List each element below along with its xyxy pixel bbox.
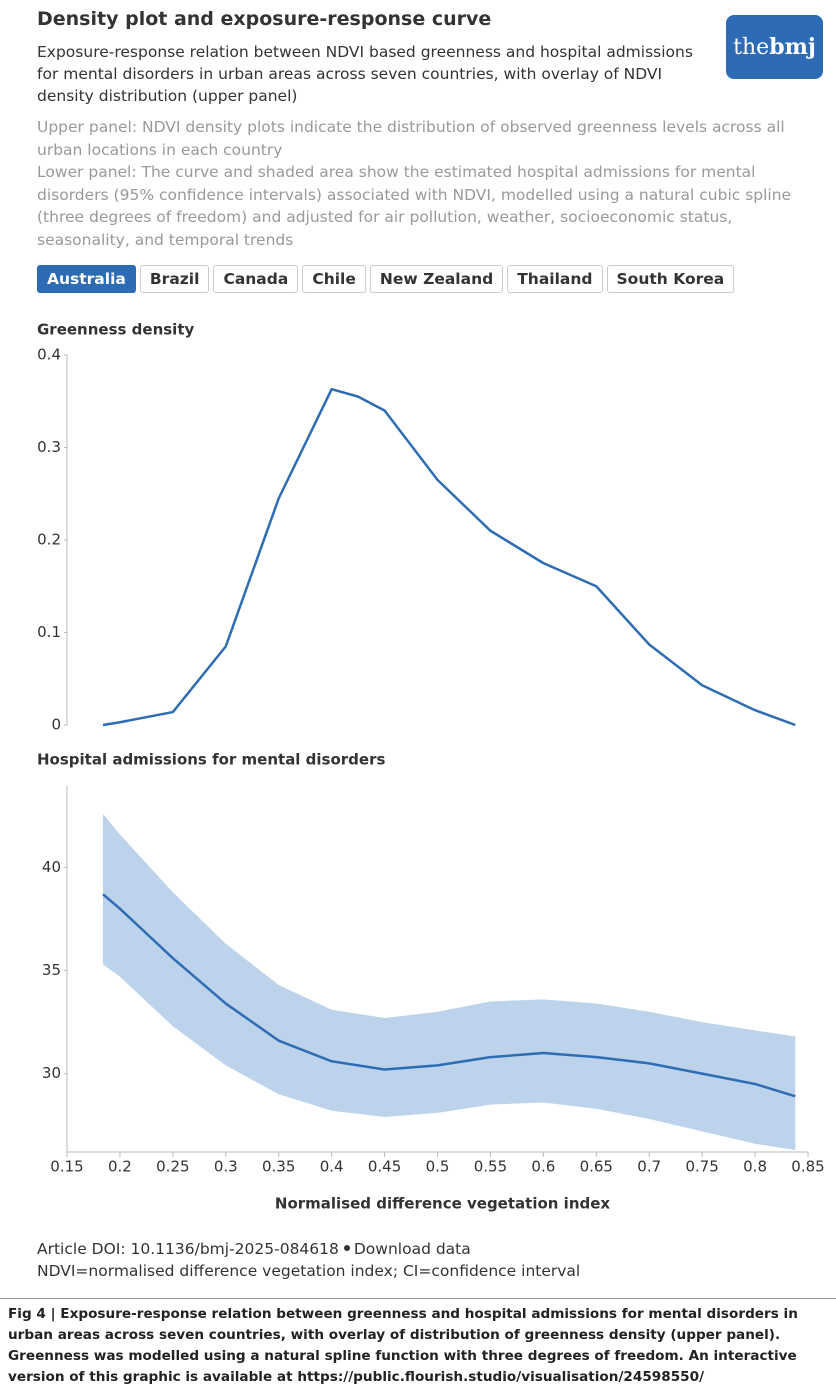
x-tick-label: 0.25 xyxy=(156,1158,189,1176)
x-tick-label: 0.55 xyxy=(474,1158,507,1176)
notes: Upper panel: NDVI density plots indicate… xyxy=(37,116,827,251)
y-tick-label: 0.4 xyxy=(37,346,61,364)
country-tab[interactable]: Canada xyxy=(213,265,299,293)
tabs: Australia Brazil Canada Chile New Zealand Tha… xyxy=(37,265,735,293)
charts: Greenness density 0 0.1 0.2 0.3 0.4 Hospital a… xyxy=(37,321,825,1213)
x-tick-label: 0.5 xyxy=(426,1158,450,1176)
x-tick-label: 0.35 xyxy=(262,1158,295,1176)
note: Lower panel: The curve and shaded area s… xyxy=(37,163,792,249)
confidence-band xyxy=(102,813,796,1150)
y-tick-label: 0.3 xyxy=(37,438,61,456)
note: Upper panel: NDVI density plots indicate… xyxy=(37,118,785,159)
logo: the bmj xyxy=(726,15,823,79)
caption: Fig 4 | Exposure-response relation betwe… xyxy=(8,1306,798,1385)
country-tab[interactable]: Thailand xyxy=(507,265,603,293)
country-tab[interactable]: Australia xyxy=(37,265,136,293)
logo-name: bmj xyxy=(769,34,816,60)
y-tick-label: 30 xyxy=(42,1064,61,1082)
x-tick-label: 0.85 xyxy=(791,1158,824,1176)
x-tick-label: 0.3 xyxy=(214,1158,238,1176)
x-tick-label: 0.4 xyxy=(320,1158,344,1176)
subtitle: Exposure-response relation between NDVI … xyxy=(37,43,693,105)
x-tick-label: 0.45 xyxy=(368,1158,401,1176)
country-tab[interactable]: New Zealand xyxy=(369,265,504,293)
doi-line: Article DOI: 10.1136/bmj-2025-084618 Down… xyxy=(37,1238,580,1260)
x-tick-label: 0.75 xyxy=(685,1158,718,1176)
y-tick-label: 35 xyxy=(42,961,61,979)
abbreviations: NDVI=normalised difference vegetation in… xyxy=(37,1262,581,1280)
y-tick-label: 40 xyxy=(42,858,61,876)
y-tick-label: 0.2 xyxy=(37,531,61,549)
y-tick-label: 0.1 xyxy=(37,623,61,641)
footer: Article DOI: 10.1136/bmj-2025-084618 Down… xyxy=(37,1238,580,1282)
country-tab[interactable]: Chile xyxy=(302,265,366,293)
curve xyxy=(102,387,796,727)
country-tab[interactable]: South Korea xyxy=(606,265,735,293)
x-axis-label: Normalised difference vegetation index xyxy=(275,1195,610,1213)
download-link[interactable]: Download data xyxy=(353,1240,471,1258)
x-tick-label: 0.7 xyxy=(637,1158,661,1176)
logo-prefix: the xyxy=(733,34,770,60)
bullet xyxy=(343,1245,350,1251)
title: Density plot and exposure-response curve xyxy=(37,8,492,30)
x-tick-label: 0.6 xyxy=(531,1158,555,1176)
divider xyxy=(0,1298,836,1299)
x-tick-label: 0.2 xyxy=(108,1158,132,1176)
x-tick-label: 0.8 xyxy=(743,1158,767,1176)
x-tick-label: 0.15 xyxy=(50,1158,83,1176)
x-tick-label: 0.65 xyxy=(580,1158,613,1176)
curve xyxy=(102,893,796,1098)
y-tick-label: 0 xyxy=(51,716,61,734)
doi: Article DOI: 10.1136/bmj-2025-084618 xyxy=(37,1240,339,1258)
panel-title: Greenness density xyxy=(37,321,194,339)
panel-title: Hospital admissions for mental disorders xyxy=(37,751,385,769)
country-tab[interactable]: Brazil xyxy=(139,265,210,293)
